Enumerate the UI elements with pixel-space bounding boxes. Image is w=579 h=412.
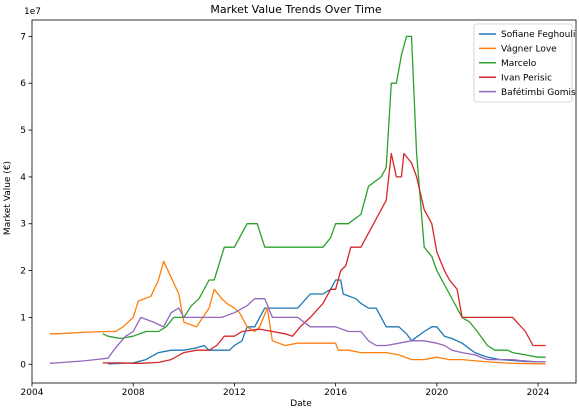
- y-tick-label-1: 1: [20, 313, 26, 323]
- legend-label-1: Vágner Love: [501, 45, 557, 55]
- x-tick-label-2: 2012: [223, 388, 246, 398]
- x-tick-label-3: 2016: [324, 388, 347, 398]
- legend-label-3: Ivan Perisic: [501, 73, 552, 83]
- chart-title: Market Value Trends Over Time: [210, 3, 381, 16]
- x-axis-label: Date: [290, 399, 312, 409]
- series-layer: [49, 35, 546, 365]
- y-axis-multiplier: 1e7: [24, 7, 41, 17]
- series-line-2: [102, 35, 546, 358]
- x-tick-label-1: 2008: [122, 388, 145, 398]
- y-tick-label-4: 4: [20, 173, 26, 183]
- series-line-1: [49, 260, 546, 365]
- y-axis-label: Market Value (€): [3, 161, 13, 235]
- y-tick-label-5: 5: [20, 126, 26, 136]
- axes-layer: 2004 2008 2012 2016 2020 2024 0 1 2 3 4 5 6 7: [20, 19, 577, 398]
- y-tick-label-7: 7: [20, 32, 26, 42]
- plot-frame: [31, 19, 577, 384]
- series-line-0: [107, 279, 546, 365]
- series-line-4: [49, 298, 546, 364]
- x-tick-label-0: 2004: [21, 388, 44, 398]
- y-tick-label-6: 6: [20, 79, 26, 89]
- legend: Sofiane Feghouli Vágner Love Marcelo Ivan P…: [473, 23, 576, 103]
- legend-label-0: Sofiane Feghouli: [501, 30, 575, 40]
- series-line-3: [102, 152, 546, 364]
- legend-label-4: Bafétimbi Gomis: [501, 87, 576, 98]
- legend-box: [473, 23, 573, 103]
- x-tick-label-4: 2020: [425, 388, 448, 398]
- x-tick-label-5: 2024: [527, 388, 550, 398]
- legend-label-2: Marcelo: [501, 59, 537, 69]
- y-tick-label-3: 3: [20, 220, 26, 230]
- y-tick-label-2: 2: [20, 267, 26, 277]
- y-tick-label-0: 0: [20, 360, 26, 370]
